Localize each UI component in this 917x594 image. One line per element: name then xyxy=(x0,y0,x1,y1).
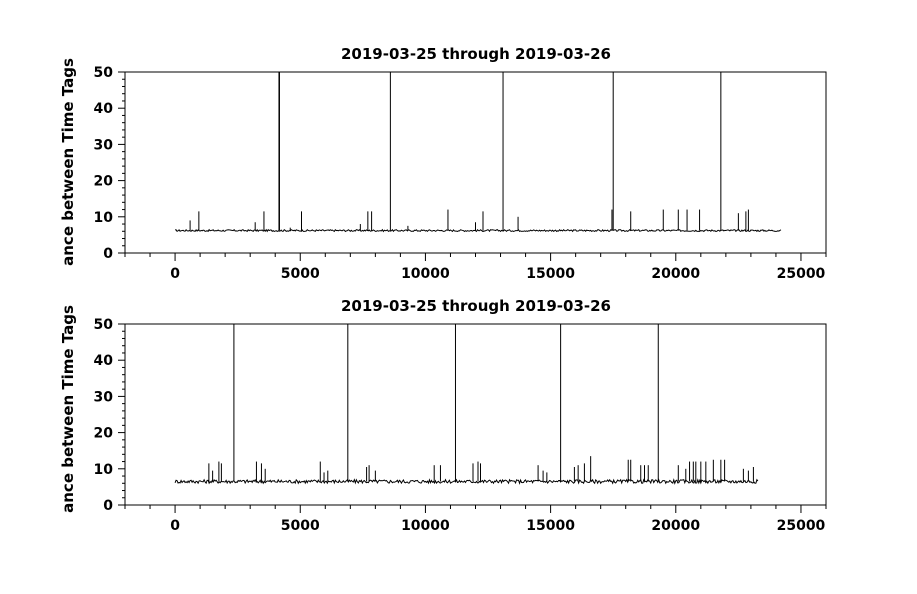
top-y-tick-label: 40 xyxy=(94,101,114,117)
top-chart-title: 2019-03-25 through 2019-03-26 xyxy=(341,45,611,63)
top-baseline-trace xyxy=(175,228,782,233)
bottom-series-group xyxy=(174,324,759,485)
top-x-tick-label: 25000 xyxy=(777,266,826,282)
bottom-x-tick-label: 25000 xyxy=(777,518,826,534)
bottom-baseline-trace xyxy=(174,478,759,485)
top-tick-group: 0 5000 10000 15000 20000 25000 0 10 20 30 40 50 xyxy=(94,65,827,282)
bottom-chart-title: 2019-03-25 through 2019-03-26 xyxy=(341,297,611,315)
bottom-x-tick-label: 5000 xyxy=(281,518,320,534)
bottom-x-tick-label: 0 xyxy=(170,518,180,534)
top-x-tick-label: 0 xyxy=(170,266,180,282)
top-y-tick-label: 50 xyxy=(94,65,114,81)
bottom-tick-group: 0 5000 10000 15000 20000 25000 0 10 20 30 40 50 xyxy=(94,317,827,534)
bottom-x-tick-label: 10000 xyxy=(401,518,450,534)
bottom-x-tick-label: 20000 xyxy=(651,518,700,534)
top-x-tick-label: 10000 xyxy=(401,266,450,282)
bottom-y-axis-label: ance between Time Tags xyxy=(59,305,77,513)
top-x-tick-label: 15000 xyxy=(526,266,575,282)
bottom-y-tick-label: 20 xyxy=(94,426,114,442)
bottom-x-tick-label: 15000 xyxy=(526,518,575,534)
bottom-y-tick-label: 50 xyxy=(94,317,114,333)
top-y-tick-label: 0 xyxy=(103,246,113,262)
bottom-y-tick-label: 40 xyxy=(94,353,114,369)
top-y-tick-label: 10 xyxy=(94,210,114,226)
bottom-y-tick-label: 0 xyxy=(103,498,113,514)
bottom-y-tick-label: 10 xyxy=(94,462,114,478)
top-x-tick-label: 20000 xyxy=(651,266,700,282)
top-x-tick-label: 5000 xyxy=(281,266,320,282)
top-y-axis-label: ance between Time Tags xyxy=(59,58,77,266)
bottom-panel: 2019-03-25 through 2019-03-26 ance betwe… xyxy=(59,297,827,534)
top-panel: 2019-03-25 through 2019-03-26 ance betwe… xyxy=(59,45,827,282)
bottom-y-tick-label: 30 xyxy=(94,389,114,405)
top-y-tick-label: 20 xyxy=(94,174,114,190)
top-y-tick-label: 30 xyxy=(94,137,114,153)
top-series-group xyxy=(175,72,782,233)
